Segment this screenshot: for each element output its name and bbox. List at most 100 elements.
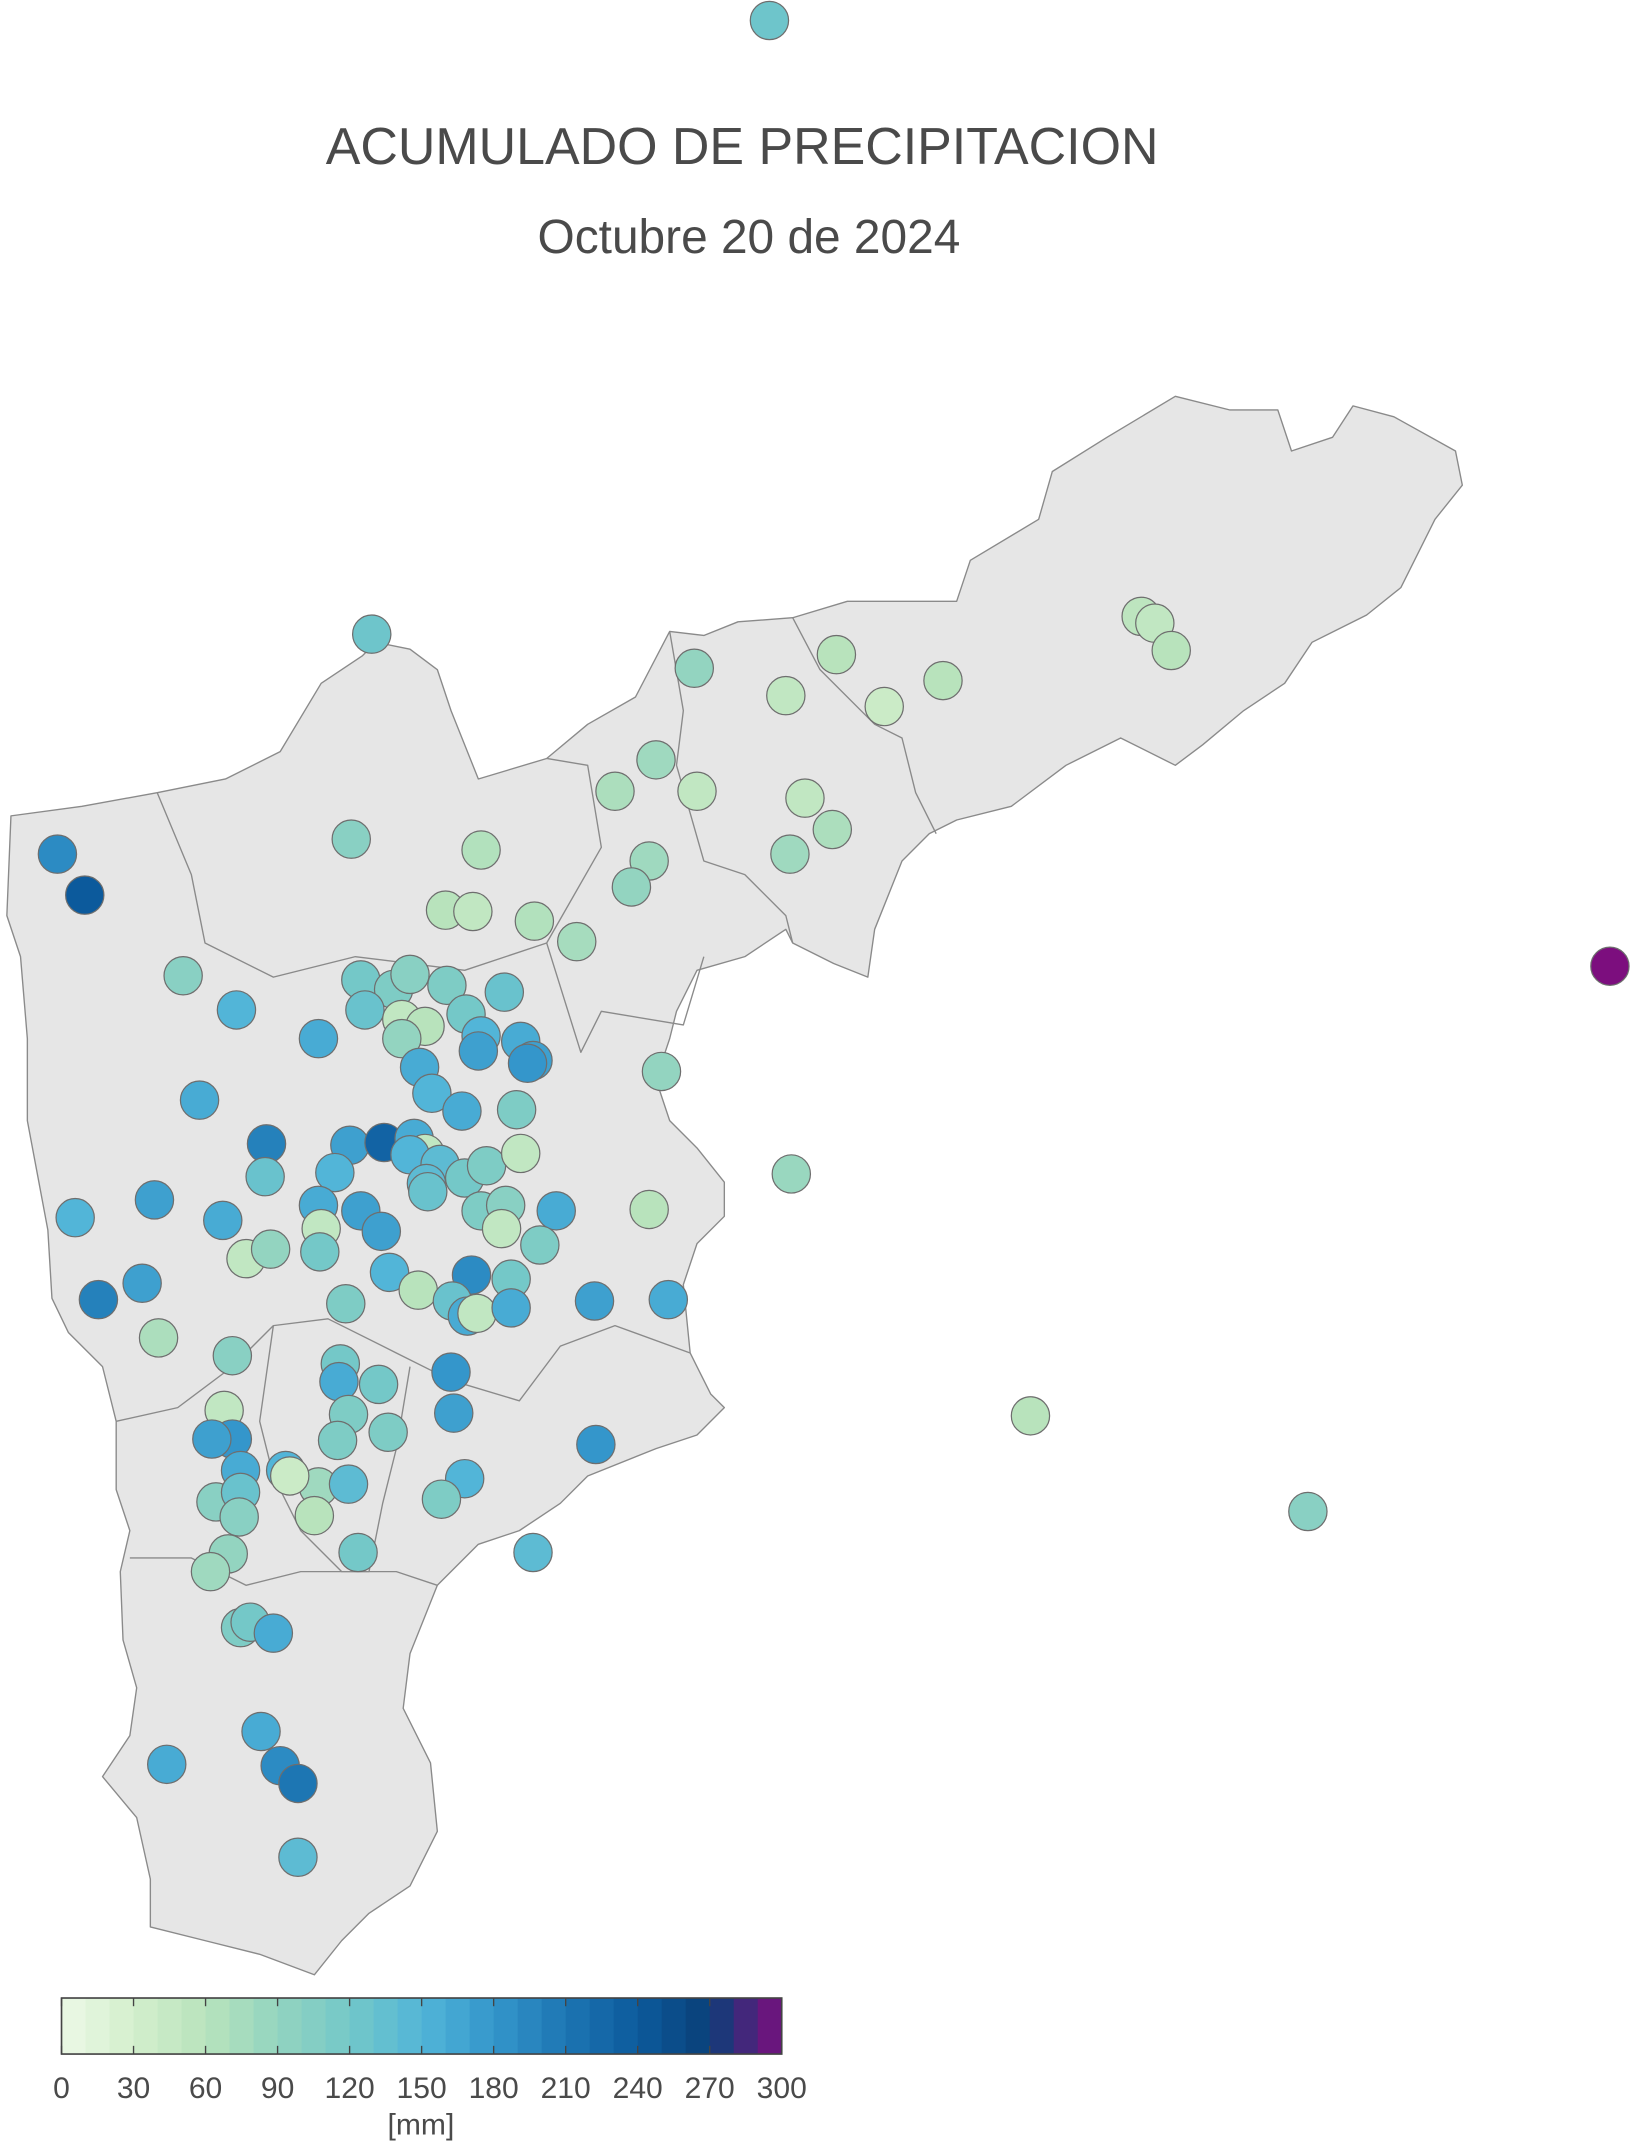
colorbar-segment [133,1998,159,2055]
station [163,956,203,996]
colorbar-segment [517,1998,543,2055]
station [78,1279,119,1320]
colorbar-segment [469,1998,495,2055]
station [641,1051,682,1092]
station [677,771,717,812]
colorbar-segment [493,1998,519,2055]
station [138,1318,179,1358]
station [574,1281,615,1321]
station [513,1532,553,1573]
station [278,1837,318,1878]
station [317,1420,358,1461]
colorbar-segment [277,1998,303,2055]
station [122,1263,162,1304]
station [253,1613,294,1653]
station [408,1171,448,1212]
station [326,1284,366,1324]
colorbar-segment [637,1998,663,2055]
map-subtitle: Octubre 20 de 2024 [538,211,961,264]
station [212,1335,253,1376]
station [134,1180,175,1220]
colorbar-segment [733,1998,759,2055]
colorbar-segment [445,1998,471,2055]
colorbar-tick-label: 150 [397,2072,447,2105]
station [766,675,806,716]
station [491,1288,531,1328]
station [749,0,790,41]
station [390,954,430,995]
station [466,1145,507,1186]
station [319,1361,359,1402]
station [412,1073,452,1114]
colorbar-tick-label: 300 [757,2072,807,2105]
colorbar-tick-label: 90 [261,2072,294,2105]
station [190,1551,231,1592]
station [369,1252,410,1293]
station [294,1495,335,1536]
colorbar-segment [325,1998,351,2055]
station [65,875,105,915]
station [629,1189,669,1230]
station [269,1456,310,1496]
station [812,809,853,850]
colorbar-label: [mm] [388,2109,455,2142]
station [1151,630,1191,671]
station [923,660,963,701]
region-border [129,1557,438,1586]
station [37,834,78,874]
colorbar-segment [301,1998,327,2055]
colorbar-segment [397,1998,423,2055]
colorbar-tick-label: 60 [189,2072,222,2105]
station [1288,1491,1328,1532]
station [771,1154,812,1194]
station [864,686,904,727]
station [358,1364,399,1405]
colorbar-segment [685,1998,711,2055]
station [278,1763,318,1804]
region-border [792,617,937,834]
colorbar-segment [709,1998,735,2055]
station [431,1352,471,1392]
colorbar-segment [757,1998,783,2055]
station [203,1200,243,1241]
station [298,1018,339,1059]
colorbar-tick-label: 180 [469,2072,519,2105]
station [636,740,676,780]
map-title: ACUMULADO DE PRECIPITACION [326,118,1159,176]
station [674,648,715,689]
colorbar-tick-label: 120 [325,2072,375,2105]
station [816,634,857,675]
colorbar-tick-label: 0 [53,2072,70,2105]
station [461,830,501,870]
station [315,1152,355,1193]
station [785,778,825,818]
station [55,1197,95,1238]
colorbar-segment [229,1998,255,2055]
station [770,834,810,874]
colorbar-segment [109,1998,135,2055]
station [192,1419,232,1459]
station [484,972,525,1012]
colorbar-segment [181,1998,207,2055]
colorbar-segment [373,1998,399,2055]
colorbar-segment [157,1998,183,2055]
station [453,891,493,932]
colorbar: 0 30 60 90 120 150 180 210 240 270 300 [53,1997,807,2105]
stations [37,0,1630,1878]
station [576,1424,616,1465]
station [595,771,635,812]
station [368,1412,408,1452]
station [245,1156,285,1197]
colorbar-segment [613,1998,639,2055]
station [345,990,385,1030]
colorbar-tick-label: 210 [541,2072,591,2105]
station [219,1497,259,1537]
station [648,1279,689,1320]
colorbar-segment [205,1998,231,2055]
station [536,1191,576,1231]
station [427,965,467,1006]
region-border [668,631,794,944]
colorbar-segment [349,1998,375,2055]
